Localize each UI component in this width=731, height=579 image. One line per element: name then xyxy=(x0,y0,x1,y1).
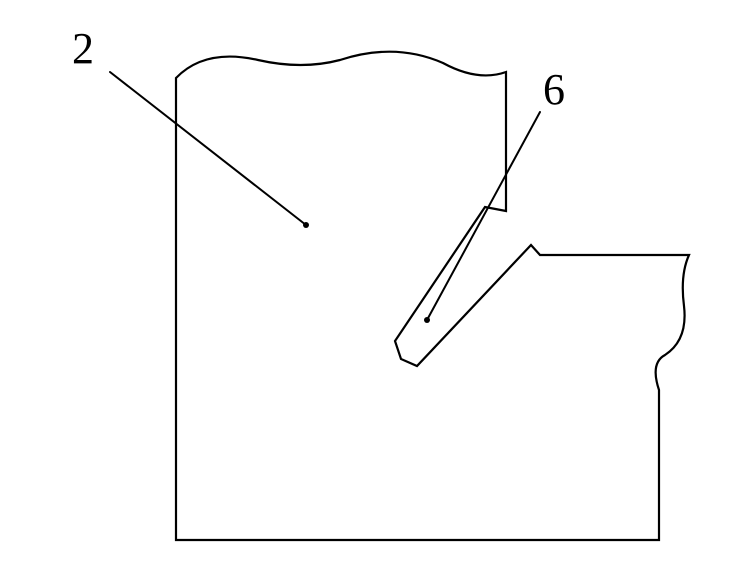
label-2-text: 2 xyxy=(72,24,94,73)
label-6-text: 6 xyxy=(543,65,565,114)
part-outline xyxy=(176,52,689,540)
leader-dot-2 xyxy=(303,222,309,228)
leader-line-6 xyxy=(427,112,540,320)
leader-dot-6 xyxy=(424,317,430,323)
leader-line-2 xyxy=(110,72,306,225)
callout-2: 2 xyxy=(72,24,309,228)
